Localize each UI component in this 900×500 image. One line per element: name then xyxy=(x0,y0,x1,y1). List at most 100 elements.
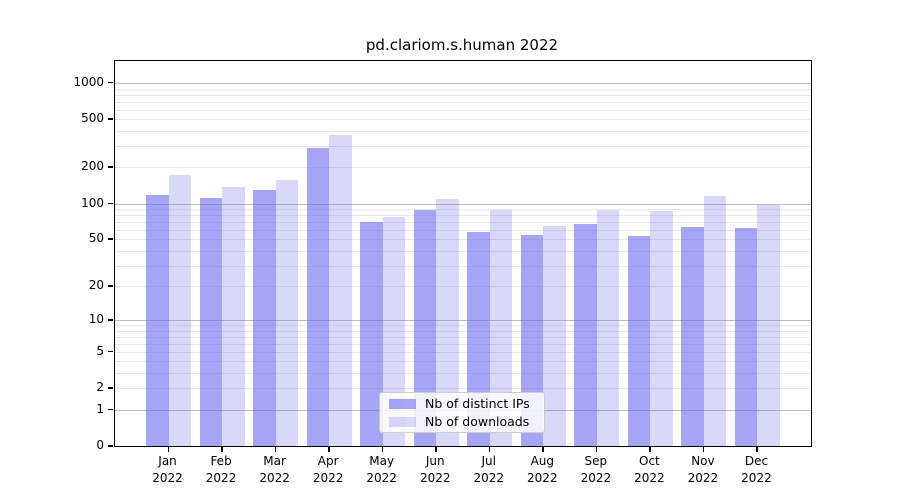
y-tick-mark xyxy=(108,118,113,120)
y-tick-label: 200 xyxy=(81,159,104,174)
gridline-minor xyxy=(115,330,811,332)
bar-distinct-ips-may xyxy=(360,222,383,446)
x-tick-mark xyxy=(595,446,598,452)
x-tick-month: Dec xyxy=(744,454,769,468)
bar-distinct-ips-jan xyxy=(146,194,169,446)
x-tick-month: May xyxy=(369,454,395,468)
x-tick-label: Aug 2022 xyxy=(514,453,570,486)
x-tick-mark xyxy=(167,446,170,452)
x-tick-year: 2022 xyxy=(741,470,772,485)
x-tick-year: 2022 xyxy=(634,470,665,485)
x-tick-label: Jan 2022 xyxy=(140,453,196,486)
bar-distinct-ips-oct xyxy=(627,236,651,446)
y-tick-label: 50 xyxy=(88,231,104,246)
gridline-minor xyxy=(115,229,811,231)
x-tick-year: 2022 xyxy=(312,470,344,485)
x-tick-label: Oct 2022 xyxy=(621,453,677,486)
y-tick-mark xyxy=(108,445,113,447)
x-tick-month: Jul xyxy=(481,454,496,468)
x-tick-label: Apr 2022 xyxy=(300,453,356,486)
bar-downloads-may xyxy=(382,217,406,446)
y-tick-label: 10 xyxy=(88,312,104,326)
legend-row-distinct-ips: Nb of distinct IPs xyxy=(380,396,544,411)
x-tick-label: Jul 2022 xyxy=(461,453,517,486)
x-tick-year: 2022 xyxy=(473,470,505,485)
gridline-minor xyxy=(115,388,811,390)
gridline-minor xyxy=(115,146,811,148)
bar-distinct-ips-mar xyxy=(253,189,276,446)
legend-row-downloads: Nb of downloads xyxy=(380,414,544,429)
x-tick-mark xyxy=(542,446,544,452)
x-tick-year: 2022 xyxy=(205,470,237,485)
gridline-minor xyxy=(115,101,811,103)
legend: Nb of distinct IPs Nb of downloads xyxy=(379,392,545,433)
y-tick-mark xyxy=(108,350,113,353)
x-tick-month: Sep xyxy=(584,454,608,468)
y-tick-label: 500 xyxy=(81,111,104,126)
x-tick-year: 2022 xyxy=(580,470,612,485)
y-tick-label: 100 xyxy=(81,195,104,210)
y-tick-label: 2 xyxy=(96,380,104,395)
bar-downloads-sep xyxy=(596,209,620,446)
y-tick-mark xyxy=(108,285,113,287)
bar-downloads-nov xyxy=(703,195,727,446)
bar-distinct-ips-nov xyxy=(681,226,704,446)
x-tick-month: Mar xyxy=(263,454,286,468)
x-tick-mark xyxy=(274,446,277,452)
distinct-ips-swatch-icon xyxy=(389,398,416,409)
gridline-minor xyxy=(115,286,811,288)
x-tick-month: Nov xyxy=(691,454,715,468)
x-tick-year: 2022 xyxy=(152,470,183,485)
gridline-minor xyxy=(115,239,811,241)
downloads-swatch-icon xyxy=(389,416,416,427)
gridline-minor xyxy=(115,167,811,169)
y-tick-mark xyxy=(108,408,113,411)
bar-downloads-aug xyxy=(543,225,566,446)
x-tick-year: 2022 xyxy=(419,470,451,485)
gridline-minor xyxy=(115,109,811,111)
x-tick-label: Mar 2022 xyxy=(247,453,303,486)
chart-title: pd.clariom.s.human 2022 xyxy=(365,36,559,54)
x-tick-mark xyxy=(756,446,758,452)
y-tick-mark xyxy=(108,387,113,389)
y-tick-label: 5 xyxy=(96,343,104,358)
x-tick-label: Dec 2022 xyxy=(728,453,784,486)
bar-distinct-ips-jun xyxy=(413,210,437,446)
bar-downloads-dec xyxy=(757,204,780,446)
x-tick-mark xyxy=(702,446,705,452)
x-tick-year: 2022 xyxy=(687,470,719,485)
gridline-minor xyxy=(115,88,811,90)
gridline-minor xyxy=(115,351,811,353)
bar-distinct-ips-apr xyxy=(306,147,330,446)
y-tick-label: 1 xyxy=(96,401,104,416)
bar-downloads-jun xyxy=(436,198,459,446)
gridline-minor xyxy=(115,208,811,210)
x-tick-label: Jun 2022 xyxy=(407,453,463,486)
x-tick-year: 2022 xyxy=(366,470,397,485)
gridline-minor xyxy=(115,222,811,224)
bar-distinct-ips-sep xyxy=(574,224,597,446)
bar-downloads-jul xyxy=(489,209,513,446)
x-tick-mark xyxy=(221,446,223,452)
gridline-minor xyxy=(115,131,811,133)
bar-downloads-oct xyxy=(650,211,673,446)
y-tick-label: 1000 xyxy=(73,74,104,89)
y-tick-mark xyxy=(108,238,113,240)
gridline-minor xyxy=(115,336,811,338)
x-tick-label: Nov 2022 xyxy=(675,453,731,486)
legend-label-distinct-ips: Nb of distinct IPs xyxy=(425,396,530,411)
gridline-major xyxy=(115,203,811,205)
gridline-major xyxy=(115,82,811,84)
y-tick-label: 0 xyxy=(96,438,104,452)
bar-downloads-mar xyxy=(275,179,299,446)
gridline-minor xyxy=(115,119,811,121)
gridline-minor xyxy=(115,94,811,96)
x-tick-label: Feb 2022 xyxy=(193,453,249,486)
gridline-major xyxy=(115,320,811,321)
x-tick-label: May 2022 xyxy=(354,453,410,486)
x-tick-month: Jun xyxy=(425,454,445,468)
legend-label-downloads: Nb of downloads xyxy=(425,414,530,429)
gridline-minor xyxy=(115,265,811,267)
y-tick-mark xyxy=(108,319,113,321)
